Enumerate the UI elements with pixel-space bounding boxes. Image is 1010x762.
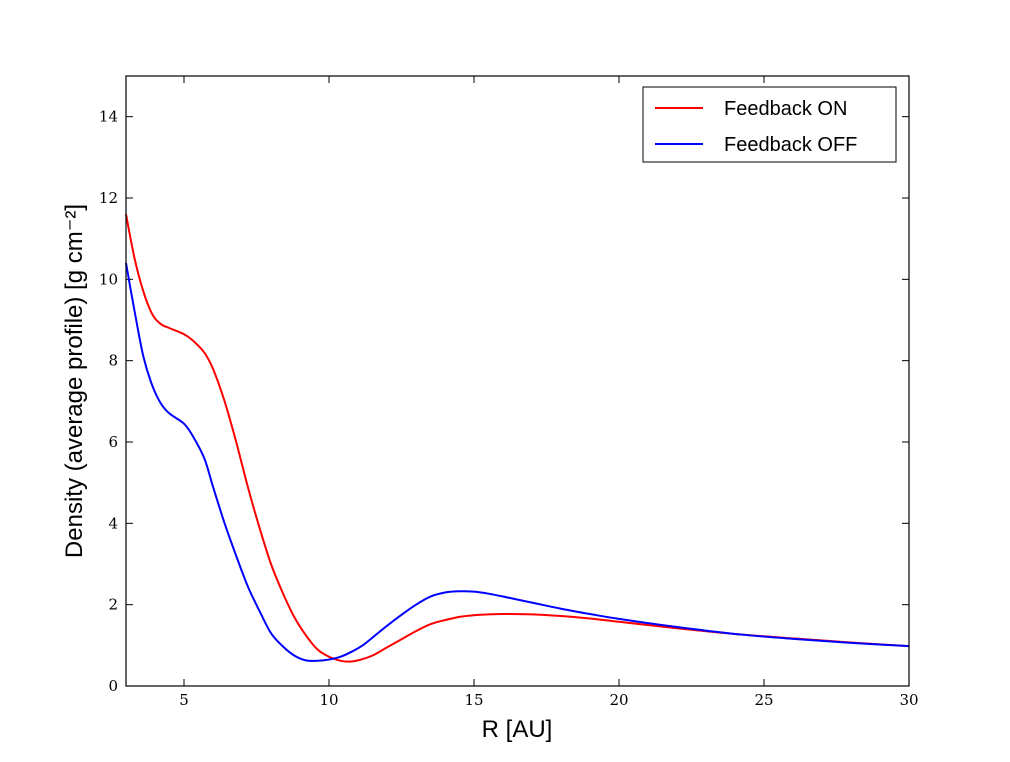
series-line-feedback-on <box>125 214 910 663</box>
legend-box <box>642 86 897 163</box>
series-layer <box>125 214 910 663</box>
series-line-feedback-off <box>125 262 910 662</box>
y-tick-label: 14 <box>99 108 118 126</box>
y-tick-label: 10 <box>99 270 118 288</box>
y-tick-label: 2 <box>108 596 118 614</box>
legend: Feedback ON Feedback OFF <box>642 86 897 163</box>
x-tick-label: 20 <box>609 691 628 709</box>
legend-label-feedback-on: Feedback ON <box>724 98 847 120</box>
x-tick-label: 15 <box>464 691 483 709</box>
plot-frame <box>125 75 910 687</box>
x-axis-ticks: 5 10 15 20 25 30 <box>179 76 919 709</box>
x-tick-label: 5 <box>179 691 189 709</box>
x-tick-label: 10 <box>319 691 338 709</box>
y-tick-label: 12 <box>99 189 118 207</box>
y-axis-ticks: 0 2 4 6 8 10 12 14 <box>99 108 909 695</box>
x-axis-label: R [AU] <box>482 716 553 743</box>
legend-label-feedback-off: Feedback OFF <box>724 134 857 156</box>
y-tick-label: 4 <box>108 514 118 532</box>
x-tick-label: 30 <box>899 691 918 709</box>
y-tick-label: 8 <box>108 352 118 370</box>
y-axis-label: Density (average profile) [g cm⁻²] <box>61 204 88 558</box>
y-tick-label: 6 <box>108 433 118 451</box>
plot-area <box>126 76 909 686</box>
x-tick-label: 25 <box>754 691 773 709</box>
y-tick-label: 0 <box>108 677 118 695</box>
